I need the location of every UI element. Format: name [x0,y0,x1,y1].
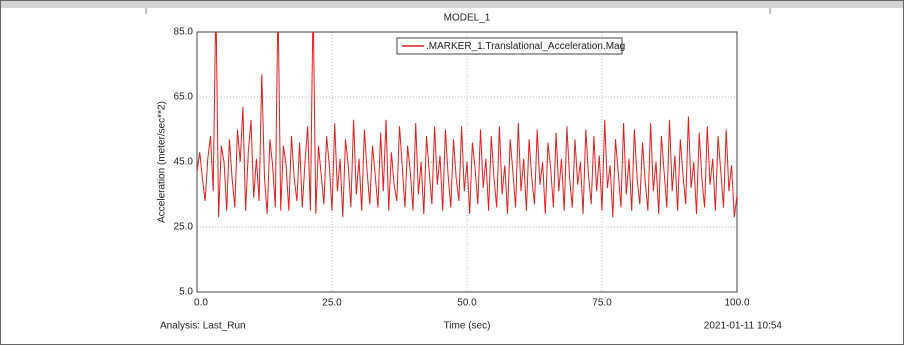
top-bar [0,0,904,8]
footer-right: 2021-01-11 10:54 [704,321,783,332]
x-tick-label: 75.0 [592,298,612,309]
x-axis-label: Time (sec) [444,321,491,332]
y-tick-label: 85.0 [174,27,194,38]
y-tick-label: 5.0 [179,287,193,298]
x-tick-label: 100.0 [724,298,749,309]
footer-left: Analysis: Last_Run [160,321,246,332]
plot-border [196,31,738,293]
y-axis-label: Acceleration (meter/sec**2) [157,101,168,223]
legend-box [396,37,623,55]
x-tick-label: 25.0 [322,298,342,309]
data-line [197,32,737,218]
x-tick-label: 50.0 [457,298,477,309]
y-tick-label: 45.0 [174,157,194,168]
y-tick-label: 65.0 [174,92,194,103]
legend-label: .MARKER_1.Translational_Acceleration.Mag [426,41,625,52]
y-tick-label: 25.0 [174,222,194,233]
chart-title: MODEL_1 [444,13,491,24]
x-tick-label: 0.0 [194,298,208,309]
